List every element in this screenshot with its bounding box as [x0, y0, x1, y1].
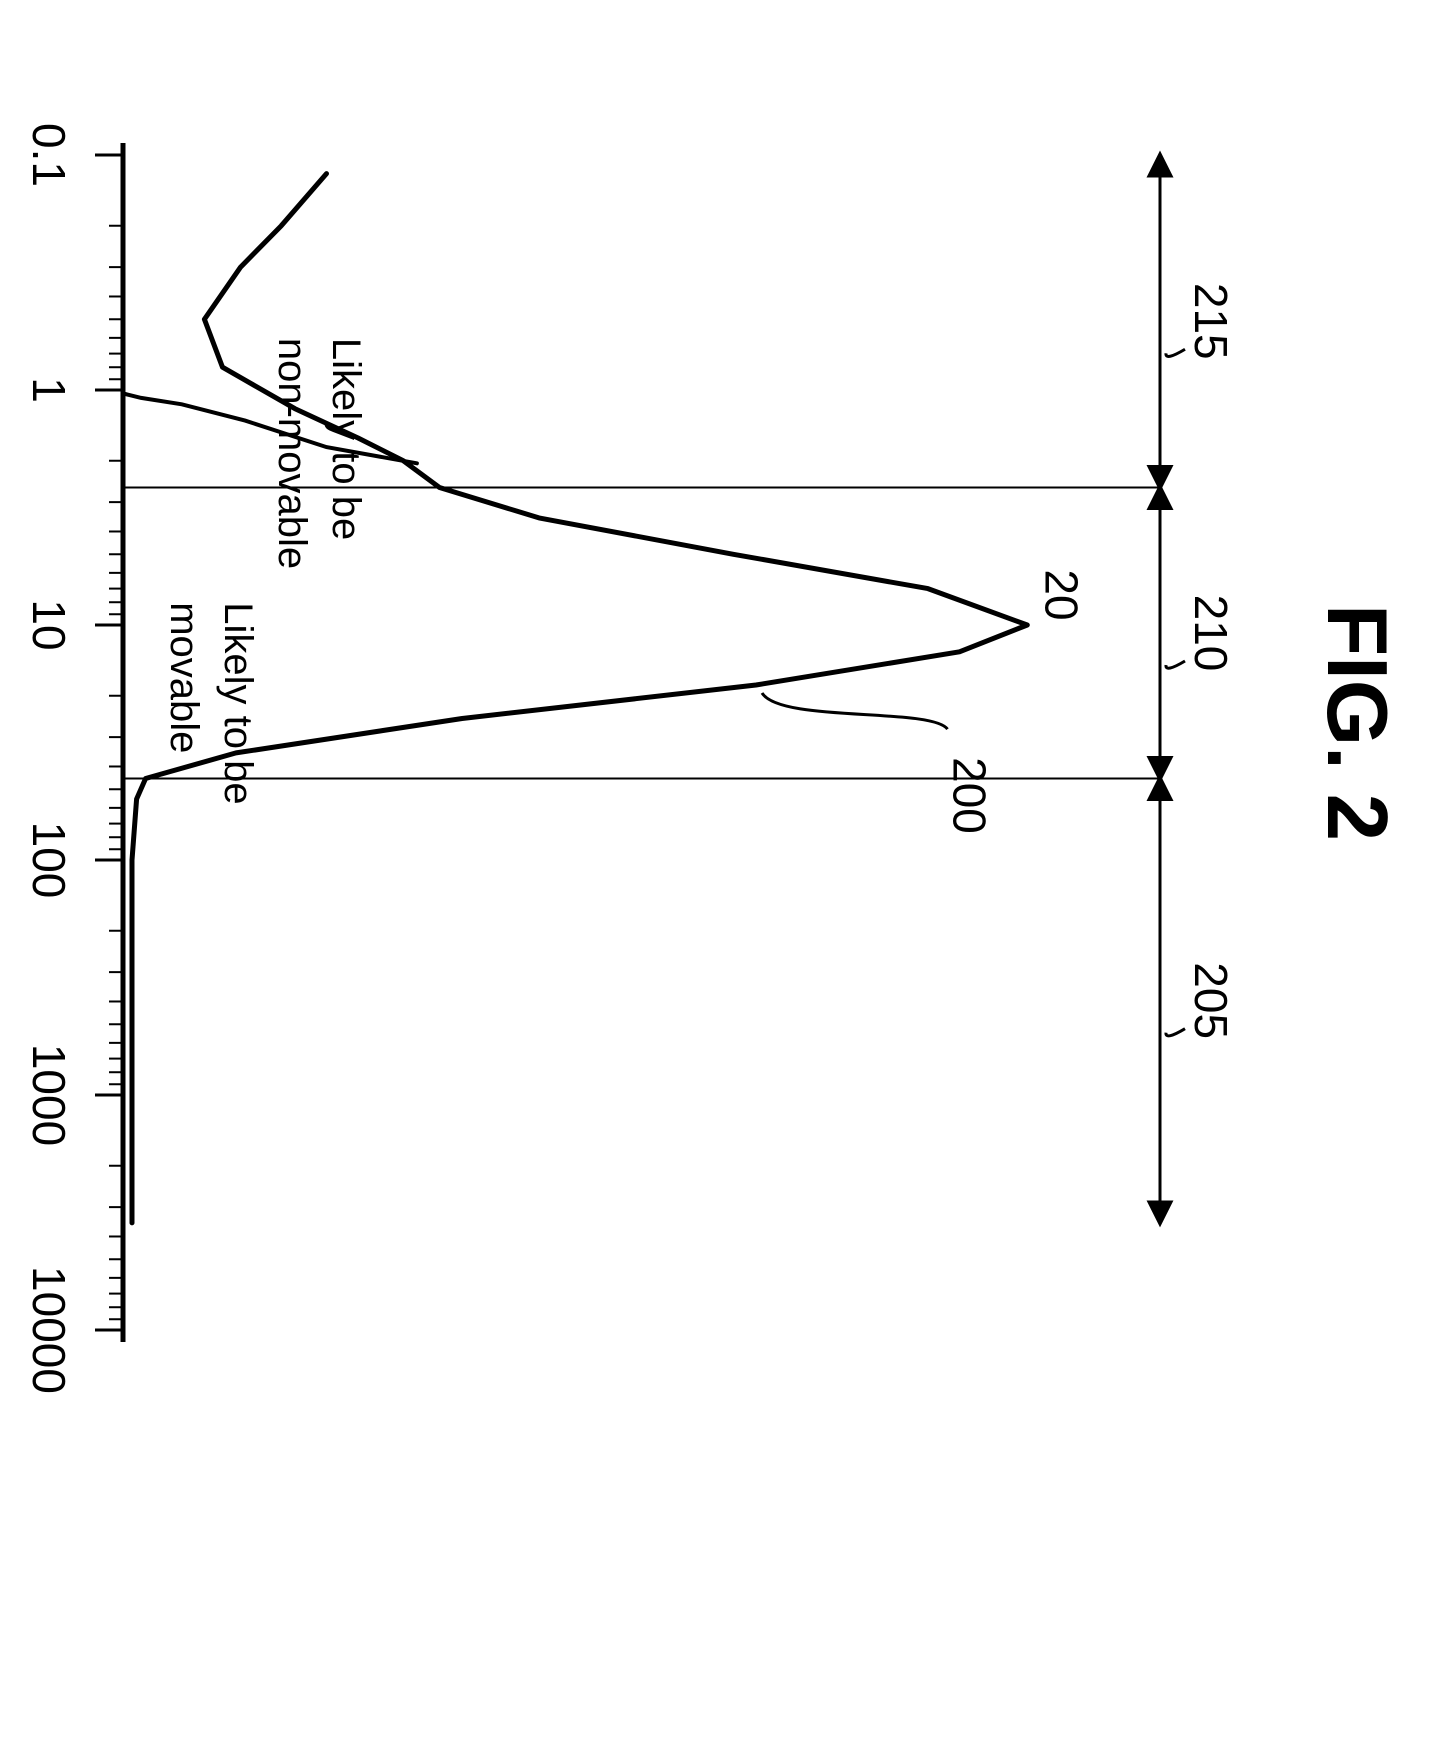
svg-text:200: 200: [944, 757, 996, 834]
svg-text:1: 1: [23, 377, 75, 403]
svg-text:100: 100: [23, 822, 75, 899]
svg-text:1000: 1000: [23, 1044, 75, 1146]
svg-text:20: 20: [1035, 569, 1087, 620]
svg-text:0.1: 0.1: [23, 123, 75, 187]
svg-text:215: 215: [1185, 283, 1237, 360]
svg-text:Likely to be: Likely to be: [216, 602, 260, 804]
svg-text:210: 210: [1185, 595, 1237, 672]
svg-text:205: 205: [1185, 962, 1237, 1039]
svg-text:Likely to be: Likely to be: [324, 338, 368, 540]
svg-text:movable: movable: [162, 602, 206, 753]
t2-distribution-chart: 0.1110100100010000T2(msec)20200215210205…: [0, 0, 1305, 1445]
svg-text:non-movable: non-movable: [270, 338, 314, 569]
svg-text:10: 10: [23, 599, 75, 650]
figure-title: FIG. 2: [1307, 604, 1405, 841]
svg-text:10000: 10000: [23, 1266, 75, 1394]
